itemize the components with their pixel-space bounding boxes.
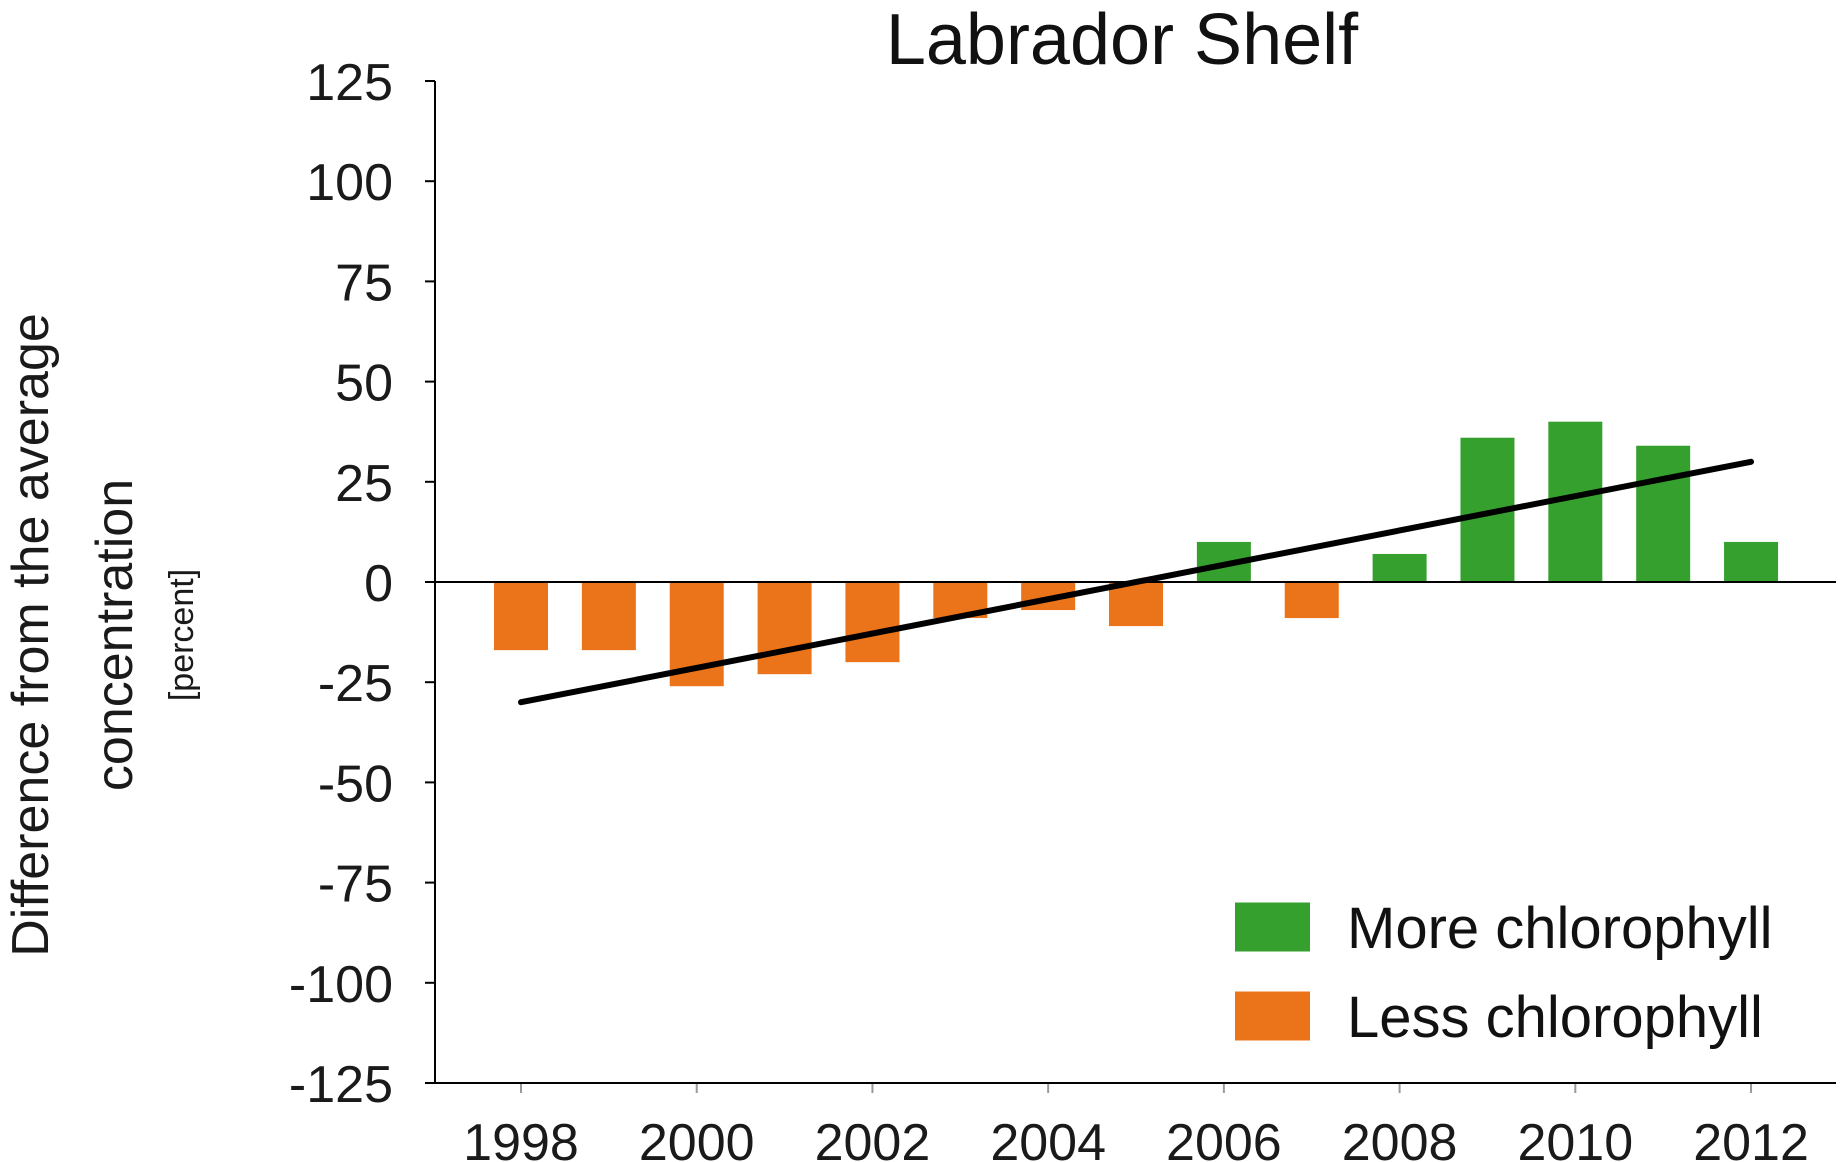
bar-2008	[1372, 553, 1427, 582]
y-tick-label: 100	[306, 154, 393, 212]
y-axis-ticks: 125 100 75 50 25 0 -25 -50 -75 -100 -125	[289, 54, 435, 1114]
legend: More chlorophyll Less chlorophyll	[1235, 896, 1773, 1050]
x-tick-label: 2000	[639, 1114, 755, 1162]
x-tick-label: 2006	[1166, 1114, 1282, 1162]
x-tick-label: 2002	[815, 1114, 931, 1162]
legend-label: Less chlorophyll	[1347, 985, 1763, 1050]
bar-2005	[1109, 582, 1164, 627]
legend-swatch	[1235, 991, 1310, 1041]
bar-1999	[581, 582, 636, 651]
y-tick-label: -50	[318, 755, 393, 813]
y-tick-label: 125	[306, 54, 393, 112]
x-tick-label: 2008	[1342, 1114, 1458, 1162]
trend-line-group	[518, 458, 1755, 706]
bar-2011	[1636, 445, 1691, 582]
bar-series	[494, 421, 1779, 687]
y-tick-label: -125	[289, 1056, 393, 1114]
bar-1998	[494, 582, 548, 651]
y-tick-label: 25	[335, 455, 393, 513]
x-tick-label: 2004	[990, 1114, 1106, 1162]
y-tick-label: -75	[318, 856, 393, 914]
bar-2012	[1724, 541, 1779, 582]
bar-2001	[757, 582, 812, 675]
y-axis-title: Difference from the average concentratio…	[2, 313, 201, 957]
x-tick-label: 1998	[463, 1114, 579, 1162]
y-tick-label: 50	[335, 355, 393, 413]
y-tick-label: -25	[318, 655, 393, 713]
legend-label: More chlorophyll	[1347, 896, 1773, 961]
y-axis-label-line1: Difference from the average	[2, 313, 60, 957]
chart-title: Labrador Shelf	[886, 0, 1359, 80]
y-axis-unit: [percent]	[163, 569, 201, 701]
x-axis-ticks: 1998 2000 2002 2004 2006 2008 2010 2012	[463, 1083, 1809, 1162]
y-tick-label: 0	[364, 555, 393, 613]
legend-swatch	[1235, 902, 1310, 952]
y-tick-label: -100	[289, 956, 393, 1014]
x-tick-label: 2010	[1517, 1114, 1633, 1162]
bar-2002	[845, 582, 900, 663]
y-tick-label: 75	[335, 254, 393, 312]
x-tick-label: 2012	[1693, 1114, 1809, 1162]
bar-2007	[1284, 582, 1339, 619]
trend-line	[518, 458, 1755, 706]
y-axis-label-line2: concentration	[86, 479, 144, 791]
